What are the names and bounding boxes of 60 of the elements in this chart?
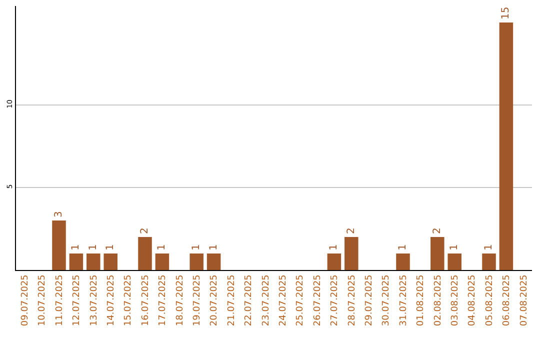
bar	[499, 22, 514, 270]
data-label: 1	[105, 244, 116, 250]
x-tick-label: 28.07.2025	[347, 274, 358, 326]
x-tick-label: 21.07.2025	[226, 274, 237, 326]
x-tick-label: 05.08.2025	[484, 274, 495, 326]
bar	[344, 237, 358, 270]
x-tick-label: 17.07.2025	[158, 274, 168, 326]
bar	[396, 254, 410, 270]
x-tick-label: 02.08.2025	[433, 274, 444, 326]
data-label: 1	[156, 244, 168, 250]
x-tick-label: 10.07.2025	[38, 274, 48, 326]
x-tick-label: 27.07.2025	[330, 274, 340, 326]
x-tick-label: 29.07.2025	[364, 274, 375, 326]
x-tick-label: 11.07.2025	[54, 274, 65, 326]
bar	[206, 254, 221, 270]
bar	[448, 254, 462, 270]
bar	[52, 220, 66, 270]
x-tick-label: 03.08.2025	[450, 274, 461, 326]
bar	[104, 254, 118, 270]
data-label: 2	[140, 228, 150, 234]
bar	[69, 254, 84, 270]
bar	[190, 254, 204, 270]
data-label: 1	[191, 244, 202, 250]
x-tick-label: 01.08.2025	[416, 274, 426, 326]
bar	[327, 254, 342, 270]
x-tick-label: 19.07.2025	[192, 274, 203, 326]
x-tick-label: 06.08.2025	[502, 274, 512, 326]
bar	[482, 254, 496, 270]
data-label: 1	[398, 244, 408, 250]
data-label: 3	[54, 211, 64, 218]
data-label: 15	[500, 6, 512, 20]
x-tick-label: 09.07.2025	[20, 274, 31, 326]
data-label: 2	[432, 228, 443, 234]
data-label: 1	[484, 244, 494, 250]
data-label: 1	[449, 244, 460, 250]
data-label: 2	[346, 228, 357, 234]
x-tick-label: 13.07.2025	[89, 274, 100, 326]
data-label: 1	[88, 244, 99, 250]
bar	[155, 254, 170, 270]
x-tick-label: 07.08.2025	[519, 274, 530, 326]
x-tick-label: 15.07.2025	[124, 274, 134, 326]
x-tick-label: 25.07.2025	[296, 274, 306, 326]
bar	[86, 254, 100, 270]
x-tick-label: 31.07.2025	[398, 274, 409, 326]
data-label: 1	[328, 244, 340, 250]
x-tick-label: 16.07.2025	[140, 274, 151, 326]
x-tick-label: 14.07.2025	[106, 274, 117, 326]
x-tick-label: 23.07.2025	[261, 274, 272, 326]
data-label: 1	[208, 244, 220, 250]
x-tick-label: 20.07.2025	[210, 274, 220, 326]
x-tick-label: 12.07.2025	[72, 274, 82, 326]
x-tick-label: 24.07.2025	[278, 274, 289, 326]
data-label: 1	[70, 244, 82, 250]
x-tick-label: 18.07.2025	[175, 274, 186, 326]
bar	[430, 237, 444, 270]
x-tick-label: 30.07.2025	[382, 274, 392, 326]
x-tick-label: 22.07.2025	[244, 274, 254, 326]
x-tick-label: 26.07.2025	[312, 274, 323, 326]
x-tick-label: 04.08.2025	[468, 274, 478, 326]
bar	[138, 237, 152, 270]
